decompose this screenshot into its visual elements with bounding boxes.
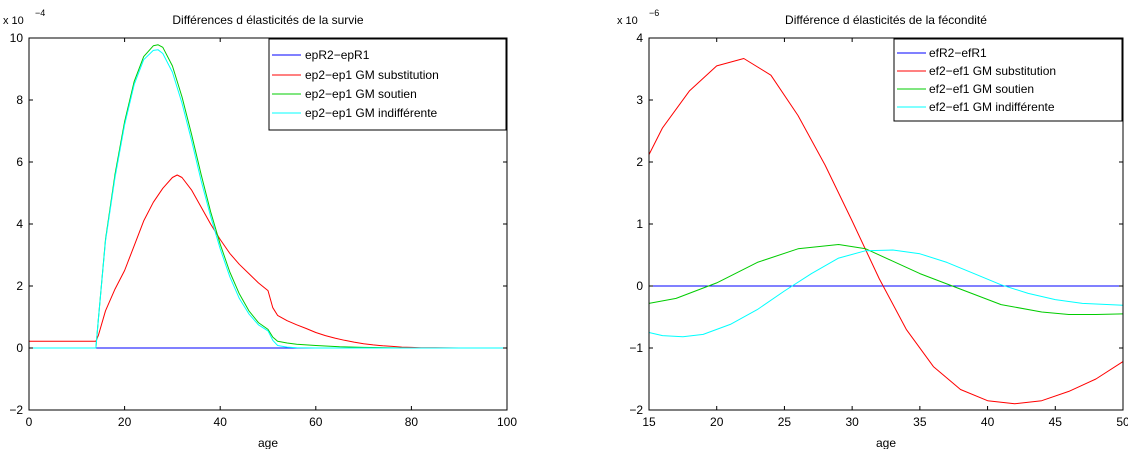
y-tick-label: 0 (636, 279, 643, 293)
x-tick-label: 30 (845, 415, 859, 429)
x-tick-label: 50 (1116, 415, 1128, 429)
legend: epR2−epR1 ep2−ep1 GM substitution ep2−ep… (268, 38, 507, 131)
y-tick-label: 4 (636, 31, 643, 45)
y-exponent-label: x 10 −6 (617, 8, 659, 27)
series-line-3 (648, 249, 1124, 338)
x-tick-label: 100 (497, 415, 517, 429)
y-tick-label: 10 (10, 31, 24, 45)
y-tick-label: −1 (629, 341, 643, 355)
y-tick-label: 2 (16, 279, 23, 293)
legend-label: ef2−ef1 GM soutien (929, 82, 1034, 96)
legend-item: efR2−efR1 (897, 46, 987, 60)
legend-label: ef2−ef1 GM substitution (929, 64, 1056, 78)
series-line-2 (29, 44, 507, 349)
legend-label: ep2−ep1 GM substitution (305, 68, 439, 82)
x-tick-label: 35 (913, 415, 927, 429)
y-tick-label: 8 (16, 93, 23, 107)
legend-item: ef2−ef1 GM indifférente (897, 100, 1055, 114)
legend-item: ep2−ep1 GM indifférente (272, 106, 438, 120)
x-axis-label: age (258, 436, 278, 449)
series-line-3 (29, 49, 507, 349)
x-tick-label: 20 (710, 415, 724, 429)
x-axis-label: age (876, 436, 896, 449)
y-tick-label: −2 (9, 403, 23, 417)
chart-title: Différences d élasticités de la survie (172, 13, 364, 27)
legend-item: ef2−ef1 GM soutien (897, 82, 1034, 96)
chart-fecondite: Différence d élasticités de la fécondité… (617, 8, 1128, 449)
x-tick-label: 45 (1049, 415, 1063, 429)
plot-frame (648, 37, 1124, 411)
x-tick-label: 80 (405, 415, 419, 429)
legend-box (893, 38, 1123, 122)
series-line-2 (648, 244, 1124, 315)
legend-box (268, 38, 507, 131)
x-tick-label: 25 (778, 415, 792, 429)
y-exponent-label: x 10 −4 (3, 8, 45, 27)
y-tick-label: 0 (16, 341, 23, 355)
legend-label: epR2−epR1 (305, 48, 370, 62)
legend-label: ep2−ep1 GM indifférente (305, 106, 438, 120)
x-tick-label: 0 (26, 415, 33, 429)
x-tick-label: 15 (642, 415, 656, 429)
y-tick-label: 3 (636, 93, 643, 107)
y-tick-label: 1 (636, 217, 643, 231)
legend-label: efR2−efR1 (929, 46, 987, 60)
y-multiplier-text: x 10 (3, 15, 24, 27)
series-line-1 (29, 174, 507, 349)
x-tick-label: 20 (118, 415, 132, 429)
y-tick-label: −2 (629, 403, 643, 417)
x-tick-label: 40 (981, 415, 995, 429)
series-layer (648, 58, 1124, 405)
x-tick-label: 40 (214, 415, 228, 429)
legend-item: ep2−ep1 GM substitution (272, 68, 439, 82)
legend-item: ep2−ep1 GM soutien (272, 87, 417, 101)
y-exponent-text: −4 (35, 8, 45, 18)
x-tick-label: 60 (309, 415, 323, 429)
legend-item: ef2−ef1 GM substitution (897, 64, 1056, 78)
y-tick-label: 2 (636, 155, 643, 169)
legend-label: ef2−ef1 GM indifférente (929, 100, 1055, 114)
legend-label: ep2−ep1 GM soutien (305, 87, 417, 101)
y-multiplier-text: x 10 (617, 15, 638, 27)
legend-item: epR2−epR1 (272, 48, 370, 62)
series-layer (29, 44, 507, 349)
y-tick-label: 4 (16, 217, 23, 231)
chart-survie: Différences d élasticités de la survie a… (3, 8, 517, 449)
plot-frame (28, 37, 508, 411)
series-line-1 (648, 58, 1124, 405)
y-exponent-text: −6 (649, 8, 659, 18)
y-tick-label: 6 (16, 155, 23, 169)
chart-title: Différence d élasticités de la fécondité (785, 13, 987, 27)
legend: efR2−efR1 ef2−ef1 GM substitution ef2−ef… (893, 38, 1123, 122)
